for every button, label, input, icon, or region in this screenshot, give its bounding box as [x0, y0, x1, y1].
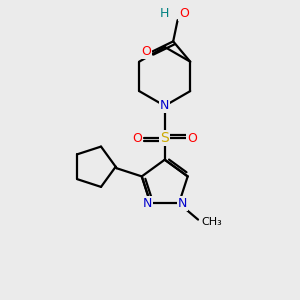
Text: H: H [160, 7, 169, 20]
Text: O: O [132, 132, 142, 145]
Text: O: O [179, 7, 189, 20]
Text: N: N [160, 99, 169, 112]
Text: N: N [142, 197, 152, 210]
Text: N: N [178, 197, 187, 210]
Text: O: O [141, 45, 151, 58]
Text: CH₃: CH₃ [202, 217, 222, 227]
Text: S: S [160, 131, 169, 145]
Text: O: O [188, 132, 197, 145]
